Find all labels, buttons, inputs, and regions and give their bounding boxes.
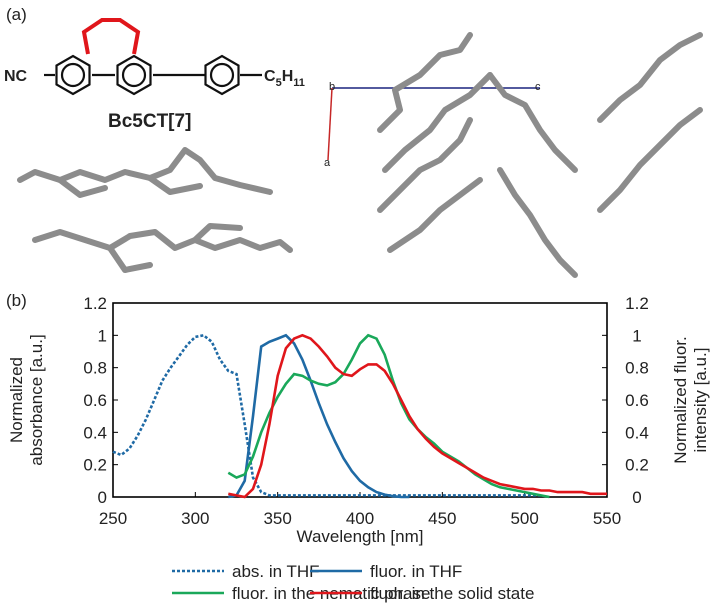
formula-part: 11 <box>293 77 305 89</box>
data-line <box>227 333 550 499</box>
y2-axis-label: Normalized fluor. <box>671 336 690 464</box>
legend-label: fluor. in THF <box>370 562 462 581</box>
ring-bond <box>60 62 86 88</box>
x-tick-label: 400 <box>346 509 374 528</box>
legend-label: fluor. in the solid state <box>370 584 534 603</box>
y-tick-label: 1.2 <box>83 294 107 313</box>
formula-part: C <box>264 68 276 85</box>
y-tick-label: 1 <box>98 326 107 345</box>
molecule-structure <box>44 18 262 96</box>
panel-label: (a) <box>6 5 27 24</box>
nitrile-label: NC <box>4 68 28 85</box>
y2-tick-label: 1 <box>632 326 641 345</box>
y-axis-label: Normalized <box>7 357 26 443</box>
legend-label: abs. in THF <box>232 562 320 581</box>
ring-bond <box>209 62 235 88</box>
ring <box>204 54 240 96</box>
y-tick-label: 0.6 <box>83 391 107 410</box>
side-view-molecule <box>17 147 293 273</box>
y2-axis-label: intensity [a.u.] <box>691 348 710 453</box>
x-tick-label: 450 <box>428 509 456 528</box>
bridge <box>81 18 141 55</box>
y-axis-label: absorbance [a.u.] <box>27 334 46 465</box>
y2-tick-label: 0 <box>632 488 641 507</box>
plot-frame <box>112 302 608 498</box>
x-tick-label: 500 <box>510 509 538 528</box>
pentyl-label: C5H11 <box>264 68 305 89</box>
y-tick-label: 0.8 <box>83 359 107 378</box>
axis-label: c <box>535 81 541 93</box>
compound-name: Bc5CT[7] <box>108 111 191 132</box>
y2-tick-label: 0.2 <box>625 456 649 475</box>
crystal-packing <box>327 32 703 278</box>
x-tick-label: 300 <box>181 509 209 528</box>
y2-tick-label: 0.6 <box>625 391 649 410</box>
data-line <box>228 333 410 499</box>
x-tick-label: 550 <box>593 509 621 528</box>
y-tick-label: 0 <box>98 488 107 507</box>
axis-label: b <box>329 81 335 93</box>
panel-label: (b) <box>6 291 27 310</box>
formula-part: H <box>282 68 294 85</box>
y2-tick-label: 1.2 <box>625 294 649 313</box>
y2-tick-label: 0.8 <box>625 359 649 378</box>
y2-tick-label: 0.4 <box>625 423 649 442</box>
axis-label: a <box>324 157 331 169</box>
x-axis-label: Wavelength [nm] <box>297 527 424 546</box>
data-line <box>228 333 607 499</box>
ring <box>55 54 91 96</box>
data-line <box>112 333 542 497</box>
formula-part: 5 <box>276 77 282 89</box>
ring-bond <box>121 62 147 88</box>
x-tick-label: 250 <box>99 509 127 528</box>
x-tick-label: 350 <box>263 509 291 528</box>
y-tick-label: 0.4 <box>83 423 107 442</box>
ring <box>116 54 152 96</box>
y-tick-label: 0.2 <box>83 456 107 475</box>
